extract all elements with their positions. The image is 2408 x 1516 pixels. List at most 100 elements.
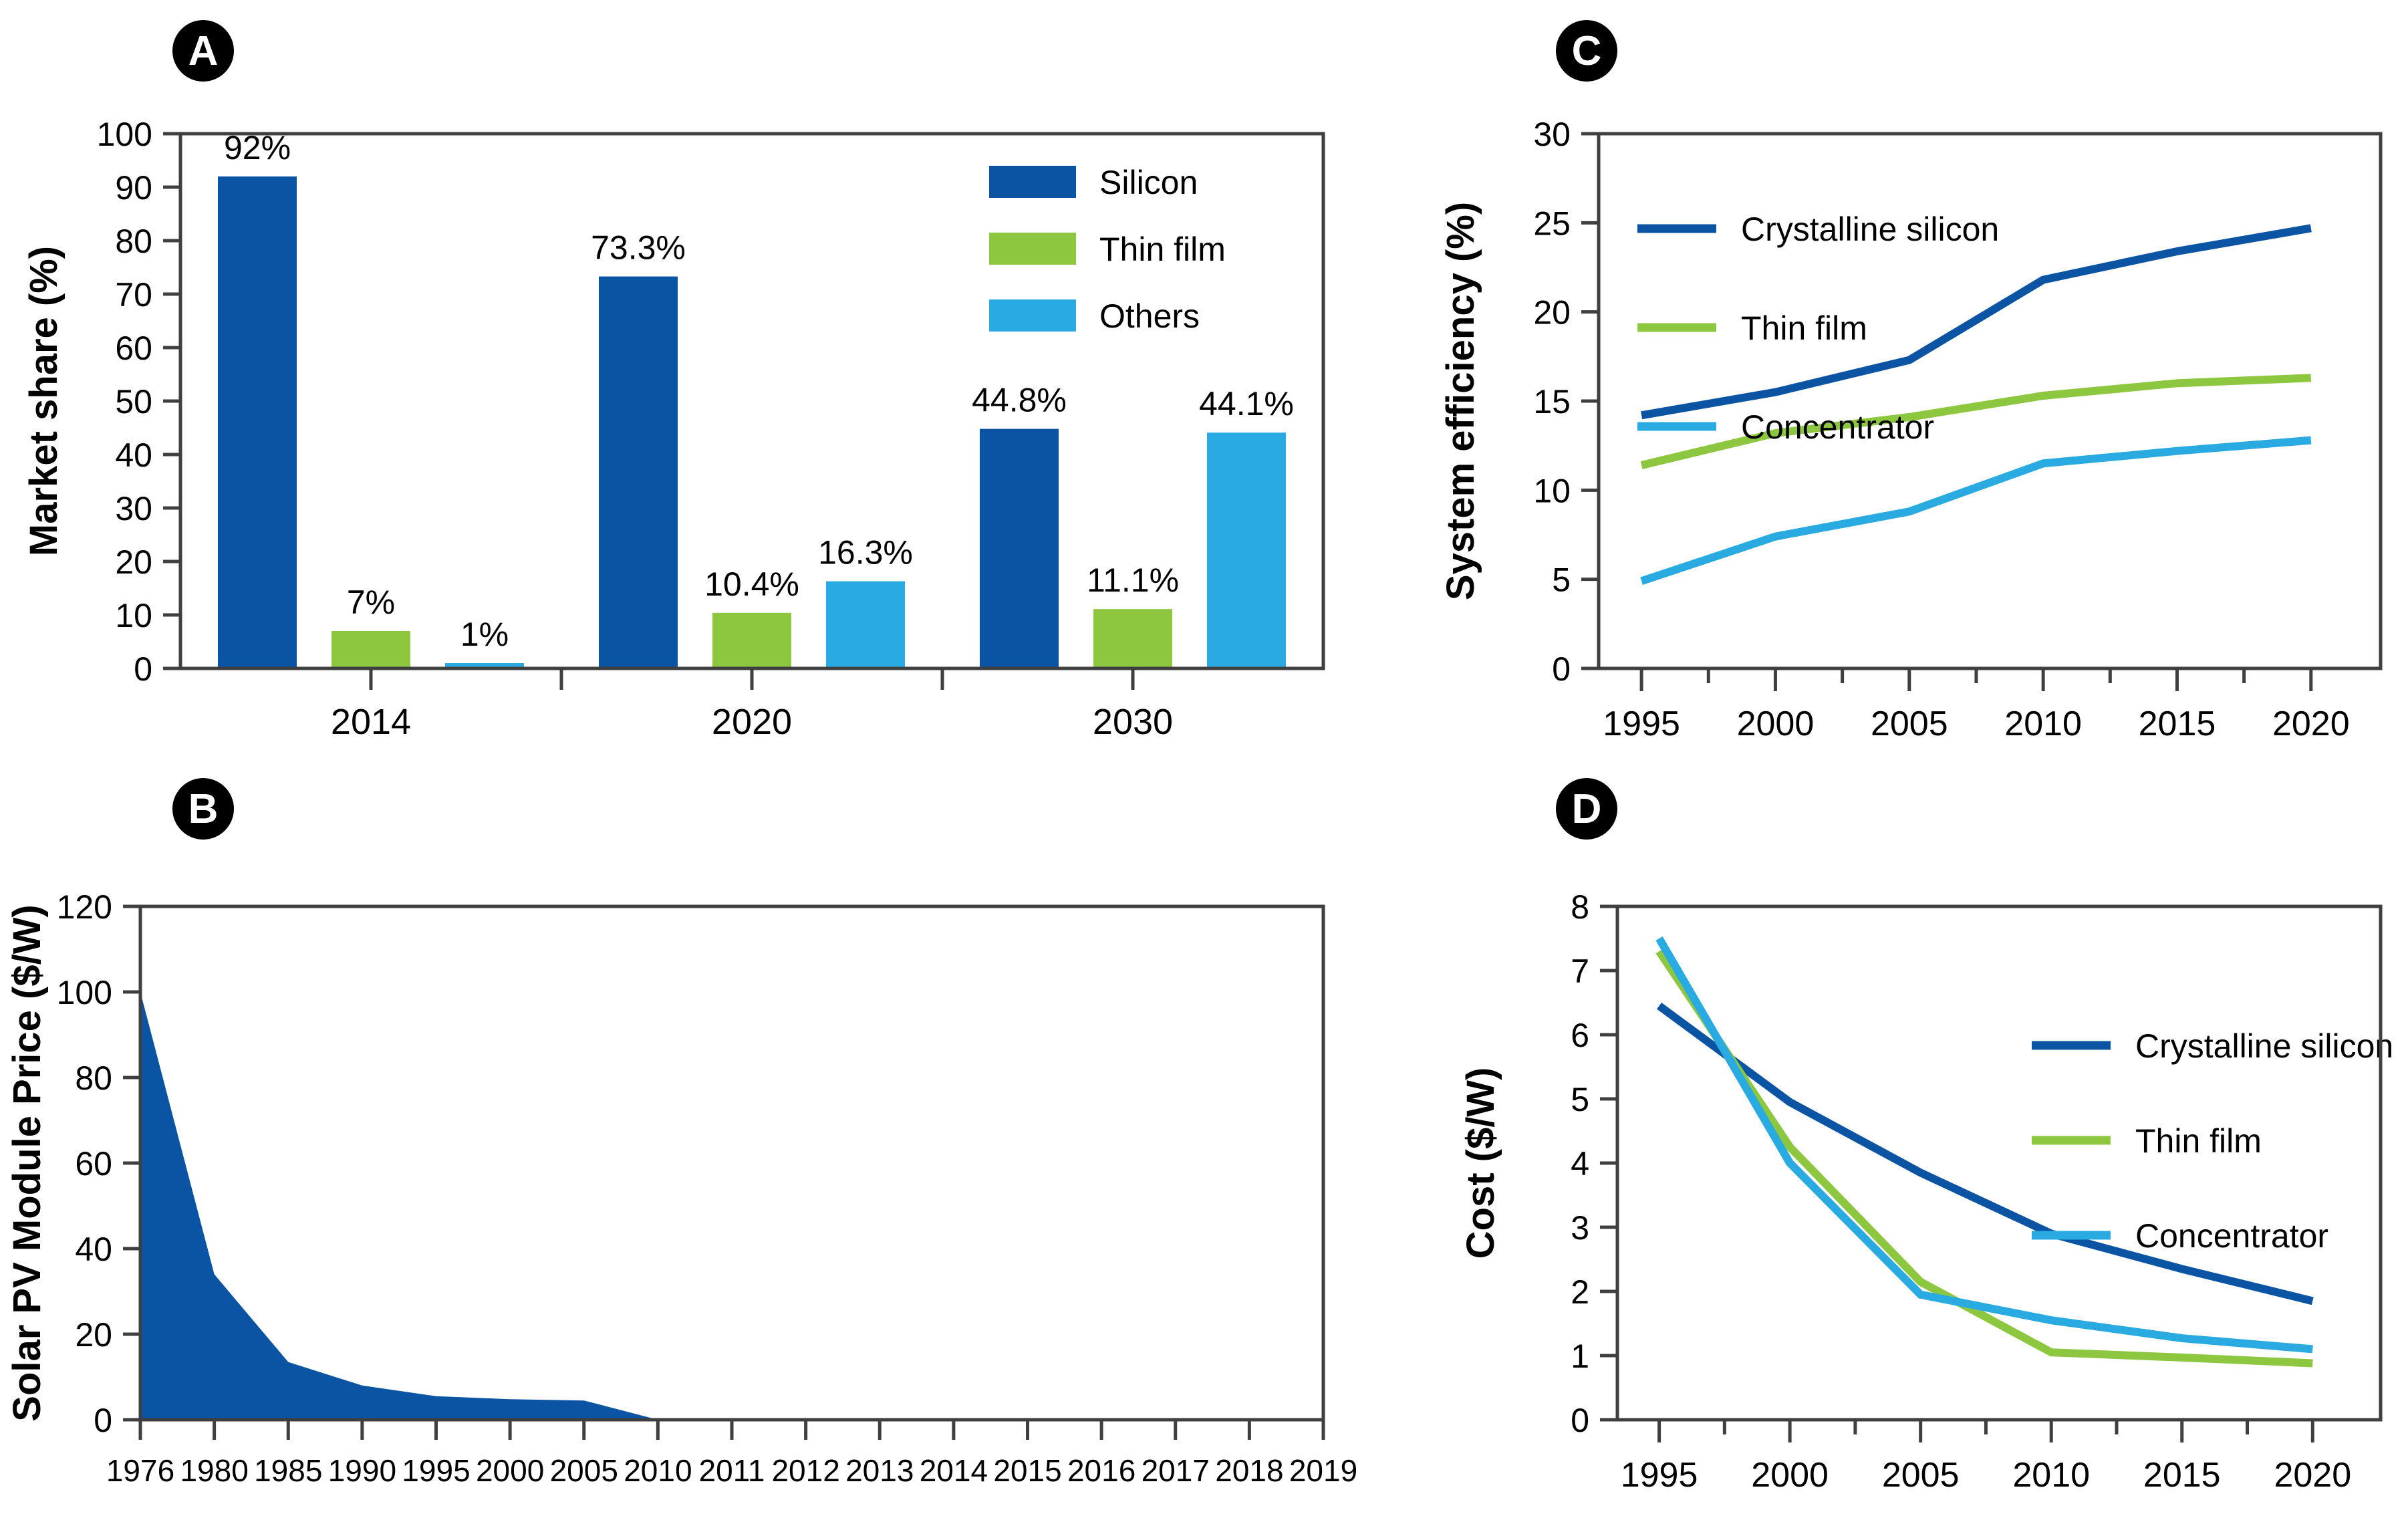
- x-tick-label: 2018: [1215, 1453, 1283, 1488]
- y-tick-label: 100: [97, 116, 152, 153]
- bar-value-label: 73.3%: [591, 229, 686, 267]
- x-tick-label: 2000: [1737, 705, 1815, 743]
- x-tick-label: 2000: [476, 1453, 544, 1488]
- bar-thin-film: [331, 631, 410, 668]
- x-tick-label: 1995: [402, 1453, 470, 1488]
- y-tick-label: 25: [1533, 205, 1571, 242]
- x-tick-label: 2014: [920, 1453, 988, 1488]
- bar-value-label: 7%: [347, 584, 395, 621]
- bar-thin-film: [1093, 609, 1172, 668]
- x-tick-label: 2010: [2012, 1456, 2090, 1495]
- panel-a-badge: A: [172, 20, 234, 82]
- x-tick-label: 2000: [1751, 1456, 1829, 1495]
- panel-d-badge: D: [1556, 778, 1617, 840]
- y-tick-label: 20: [115, 543, 152, 581]
- plot-frame: [1597, 132, 2383, 670]
- legend-swatch: [989, 166, 1076, 198]
- legend-label: Concentrator: [1741, 408, 1934, 446]
- panel-a: A 0 10 20 30 40 50 60 70 80 90 100 Market share (%)…: [0, 0, 1403, 758]
- plot-frame: [178, 132, 1325, 670]
- line-concentrator: [1640, 436, 2312, 586]
- bar-silicon: [980, 428, 1059, 668]
- y-tick-label: 60: [115, 330, 152, 367]
- panel-d-chart: 0 1 2 3 4 5 6 7 8 Cost ($/W) 1995 2000 2005 2010 2015 2…: [1459, 888, 2393, 1495]
- x-tick-label: 1985: [254, 1453, 322, 1488]
- y-tick-label: 30: [115, 490, 152, 527]
- y-tick-label: 5: [1552, 561, 1571, 599]
- y-tick-label: 0: [134, 650, 152, 688]
- x-tick-label: 2020: [2274, 1456, 2351, 1495]
- y-tick-label: 7: [1571, 953, 1589, 990]
- x-tick-label: 2015: [2143, 1456, 2221, 1495]
- y-tick-label: 20: [1533, 294, 1571, 332]
- bar-others: [826, 581, 905, 668]
- y-tick-label: 40: [115, 436, 152, 474]
- y-tick-label: 70: [115, 276, 152, 313]
- x-tick-label: 2013: [845, 1453, 914, 1488]
- y-tick-label: 80: [115, 223, 152, 260]
- line-thin-film: [1655, 949, 2313, 1368]
- x-tick-label: 2005: [1871, 705, 1948, 743]
- legend-label: Others: [1099, 297, 1200, 335]
- legend-label: Silicon: [1099, 164, 1198, 201]
- y-tick-label: 8: [1571, 888, 1589, 926]
- line-thin-film: [1640, 374, 2312, 469]
- x-tick-label: 2016: [1067, 1453, 1135, 1488]
- y-tick-label: 90: [115, 169, 152, 207]
- y-axis-title: Cost ($/W): [1459, 1067, 1502, 1259]
- x-tick-label: 1995: [1603, 705, 1680, 743]
- x-tick-label: 1990: [328, 1453, 396, 1488]
- x-tick-label: 2020: [2272, 705, 2350, 743]
- x-tick-label: 2010: [624, 1453, 692, 1488]
- panel-b: B 0 20 40 60 80 100 120 Solar PV Module Price (…: [0, 758, 1403, 1516]
- panel-c: C 0 5 10 15 20 25 30 System efficiency (%) 1995 2…: [1403, 0, 2408, 758]
- x-tick-label: 1976: [106, 1453, 174, 1488]
- y-tick-label: 60: [75, 1145, 112, 1182]
- panel-c-chart: 0 5 10 15 20 25 30 System efficiency (%) 1995 200…: [1439, 116, 2383, 743]
- y-tick-label: 40: [75, 1231, 112, 1268]
- legend-label: Thin film: [2135, 1122, 2262, 1160]
- legend-label: Thin film: [1741, 309, 1867, 347]
- x-tick-label: 2005: [1882, 1456, 1960, 1495]
- line-concentrator: [1655, 936, 2313, 1354]
- plot-frame: [138, 904, 1325, 1422]
- y-tick-label: 1: [1571, 1338, 1589, 1375]
- legend-swatch: [989, 233, 1076, 265]
- legend-label: Concentrator: [2135, 1217, 2328, 1255]
- legend-label: Thin film: [1099, 231, 1226, 268]
- y-tick-label: 4: [1571, 1145, 1589, 1182]
- bar-silicon: [599, 276, 678, 669]
- x-tick-label: 2017: [1142, 1453, 1210, 1488]
- y-axis-title: Market share (%): [22, 246, 65, 556]
- y-tick-label: 50: [115, 383, 152, 420]
- bar-value-label: 44.8%: [972, 382, 1067, 419]
- y-tick-label: 100: [57, 974, 112, 1011]
- bar-value-label: 44.1%: [1199, 385, 1294, 422]
- x-tick-label: 2005: [550, 1453, 618, 1488]
- panel-c-badge: C: [1556, 20, 1617, 82]
- y-tick-label: 0: [1552, 650, 1571, 688]
- legend-label: Crystalline silicon: [1741, 211, 1999, 248]
- panel-a-chart: 0 10 20 30 40 50 60 70 80 90 100 Market share (%) 20…: [22, 116, 1325, 742]
- x-tick-label: 2020: [712, 702, 792, 742]
- x-tick-label: 2015: [993, 1453, 1061, 1488]
- price-area: [140, 992, 1323, 1420]
- y-tick-label: 6: [1571, 1017, 1589, 1054]
- x-tick-label: 2012: [771, 1453, 839, 1488]
- y-axis-title: System efficiency (%): [1439, 202, 1482, 600]
- y-tick-label: 10: [115, 597, 152, 634]
- y-axis-title: Solar PV Module Price ($/W): [5, 904, 49, 1421]
- legend-swatch: [989, 299, 1076, 332]
- y-tick-label: 2: [1571, 1273, 1589, 1311]
- x-tick-label: 2014: [331, 702, 411, 742]
- bar-value-label: 16.3%: [818, 534, 913, 572]
- y-tick-label: 120: [57, 888, 112, 926]
- y-tick-label: 15: [1533, 383, 1571, 420]
- y-tick-label: 3: [1571, 1209, 1589, 1247]
- bar-thin-film: [712, 612, 791, 668]
- bar-others: [445, 663, 524, 668]
- bar-others: [1207, 432, 1286, 668]
- y-tick-label: 0: [1571, 1402, 1589, 1439]
- bar-silicon: [218, 176, 297, 668]
